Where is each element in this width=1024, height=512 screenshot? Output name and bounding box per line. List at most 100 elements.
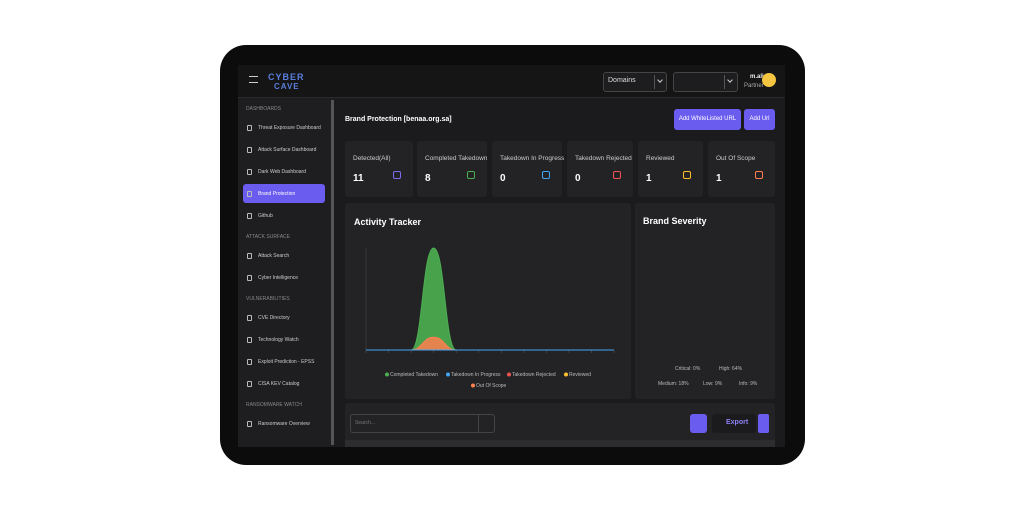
stat-card [708,141,775,197]
select[interactable] [673,72,738,92]
search-button[interactable] [478,414,495,433]
stat-label: Completed Takedown [425,155,488,162]
sidebar-item[interactable]: Dark Web Dashboard [258,169,306,175]
legend-label: Takedown Rejected [512,372,556,378]
sidebar-icon [247,381,252,387]
sidebar-item[interactable]: Threat Exposure Dashboard [258,125,321,131]
download-button[interactable] [758,414,769,433]
button[interactable] [744,109,775,130]
sidebar-icon [247,359,252,365]
logo: CYBER [268,72,305,82]
stat-icon [467,171,475,179]
sidebar-section-title: ATTACK SURFACE [246,234,290,240]
sidebar-item[interactable]: Technology Watch [258,337,299,343]
stat-value: 1 [646,173,652,184]
sidebar-item[interactable]: CISA KEV Catalog [258,381,300,387]
button-label[interactable]: Add WhiteListed URL [678,116,737,122]
legend-label: Info: 9% [739,381,758,387]
sidebar-section-title: VULNERABILITIES [246,296,290,302]
stat-value: 8 [425,173,431,184]
stat-icon [393,171,401,179]
stat-value: 11 [353,173,364,184]
legend-label: Medium: 18% [658,381,689,387]
sidebar-item[interactable]: Github [258,213,273,219]
legend-label: Reviewed [569,372,591,378]
logo: CAVE [274,82,300,91]
refresh-button[interactable] [690,414,707,433]
sidebar-icon [247,147,252,153]
sidebar-icon [247,337,252,343]
sidebar-section-title: DASHBOARDS [246,106,282,112]
sidebar-item[interactable]: Brand Protection [258,191,296,197]
stat-value: 1 [716,173,722,184]
stat-card [567,141,633,197]
sidebar-icon [247,253,252,259]
sidebar-icon [247,191,252,197]
button[interactable] [674,109,741,130]
sidebar-item[interactable]: Attack Search [258,253,290,259]
select-divider [724,75,725,89]
sidebar-item[interactable]: CVE Directory [258,315,290,321]
stat-label: Detected(All) [353,155,391,162]
sidebar-item[interactable]: Attack Surface Dashboard [258,147,317,153]
stat-card [492,141,562,197]
stat-label: Out Of Scope [716,155,756,162]
sidebar-item[interactable]: Exploit Prediction - EPSS [258,359,315,365]
user-role: Partner [744,83,764,89]
chart-title: Activity Tracker [354,217,422,227]
sidebar-item[interactable]: Ransomware Overview [258,421,310,427]
stat-label: Takedown Rejected [575,155,632,162]
legend-marker [507,372,511,377]
legend-label: Low: 9% [703,381,723,387]
stat-value: 0 [575,173,581,184]
sidebar-icon [247,275,252,281]
avatar[interactable] [762,73,776,87]
sidebar-icon [247,421,252,427]
area [366,247,614,351]
sidebar-icon [247,169,252,175]
user-name: m.ali [750,74,764,80]
stat-card [345,141,413,197]
table-header [345,440,775,447]
export-label[interactable]: Export [726,419,749,426]
stat-label: Takedown In Progress [500,155,565,162]
export-button[interactable] [712,414,756,433]
stat-card [417,141,487,197]
stat-icon [683,171,691,179]
button-label[interactable]: Add Url [749,116,770,122]
stat-card [638,141,703,197]
legend-label: High: 64% [719,366,743,372]
legend-marker [385,372,389,377]
stat-icon [755,171,763,179]
sidebar-icon [247,125,252,131]
severity-card [635,203,775,399]
legend-marker [564,372,568,377]
activity-card [345,203,631,399]
sidebar-icon [247,213,252,219]
stat-label: Reviewed [646,155,675,162]
legend-label: Out Of Scope [476,383,507,389]
domain-select[interactable] [603,72,667,92]
sidebar-icon [247,315,252,321]
legend-marker [446,372,450,377]
legend-label: Completed Takedown [390,372,438,378]
legend-label: Critical: 0% [675,366,701,372]
stat-value: 0 [500,173,506,184]
domain-select-label: Domains [608,77,636,84]
search-input[interactable] [350,414,495,433]
sidebar-item[interactable]: Cyber Intelligence [258,275,299,281]
legend-label: Takedown In Progress [451,372,501,378]
chart-title: Brand Severity [643,216,707,226]
legend-marker [471,383,475,388]
sidebar [238,98,333,447]
stat-icon [542,171,550,179]
select-divider [654,75,655,89]
menu-toggle[interactable] [249,76,258,83]
sidebar-scrollbar [331,100,334,445]
area [366,336,614,351]
sidebar-item-active [243,184,325,203]
sidebar-section-title: RANSOMWARE WATCH [246,402,302,408]
search-placeholder: Search... [355,420,376,426]
